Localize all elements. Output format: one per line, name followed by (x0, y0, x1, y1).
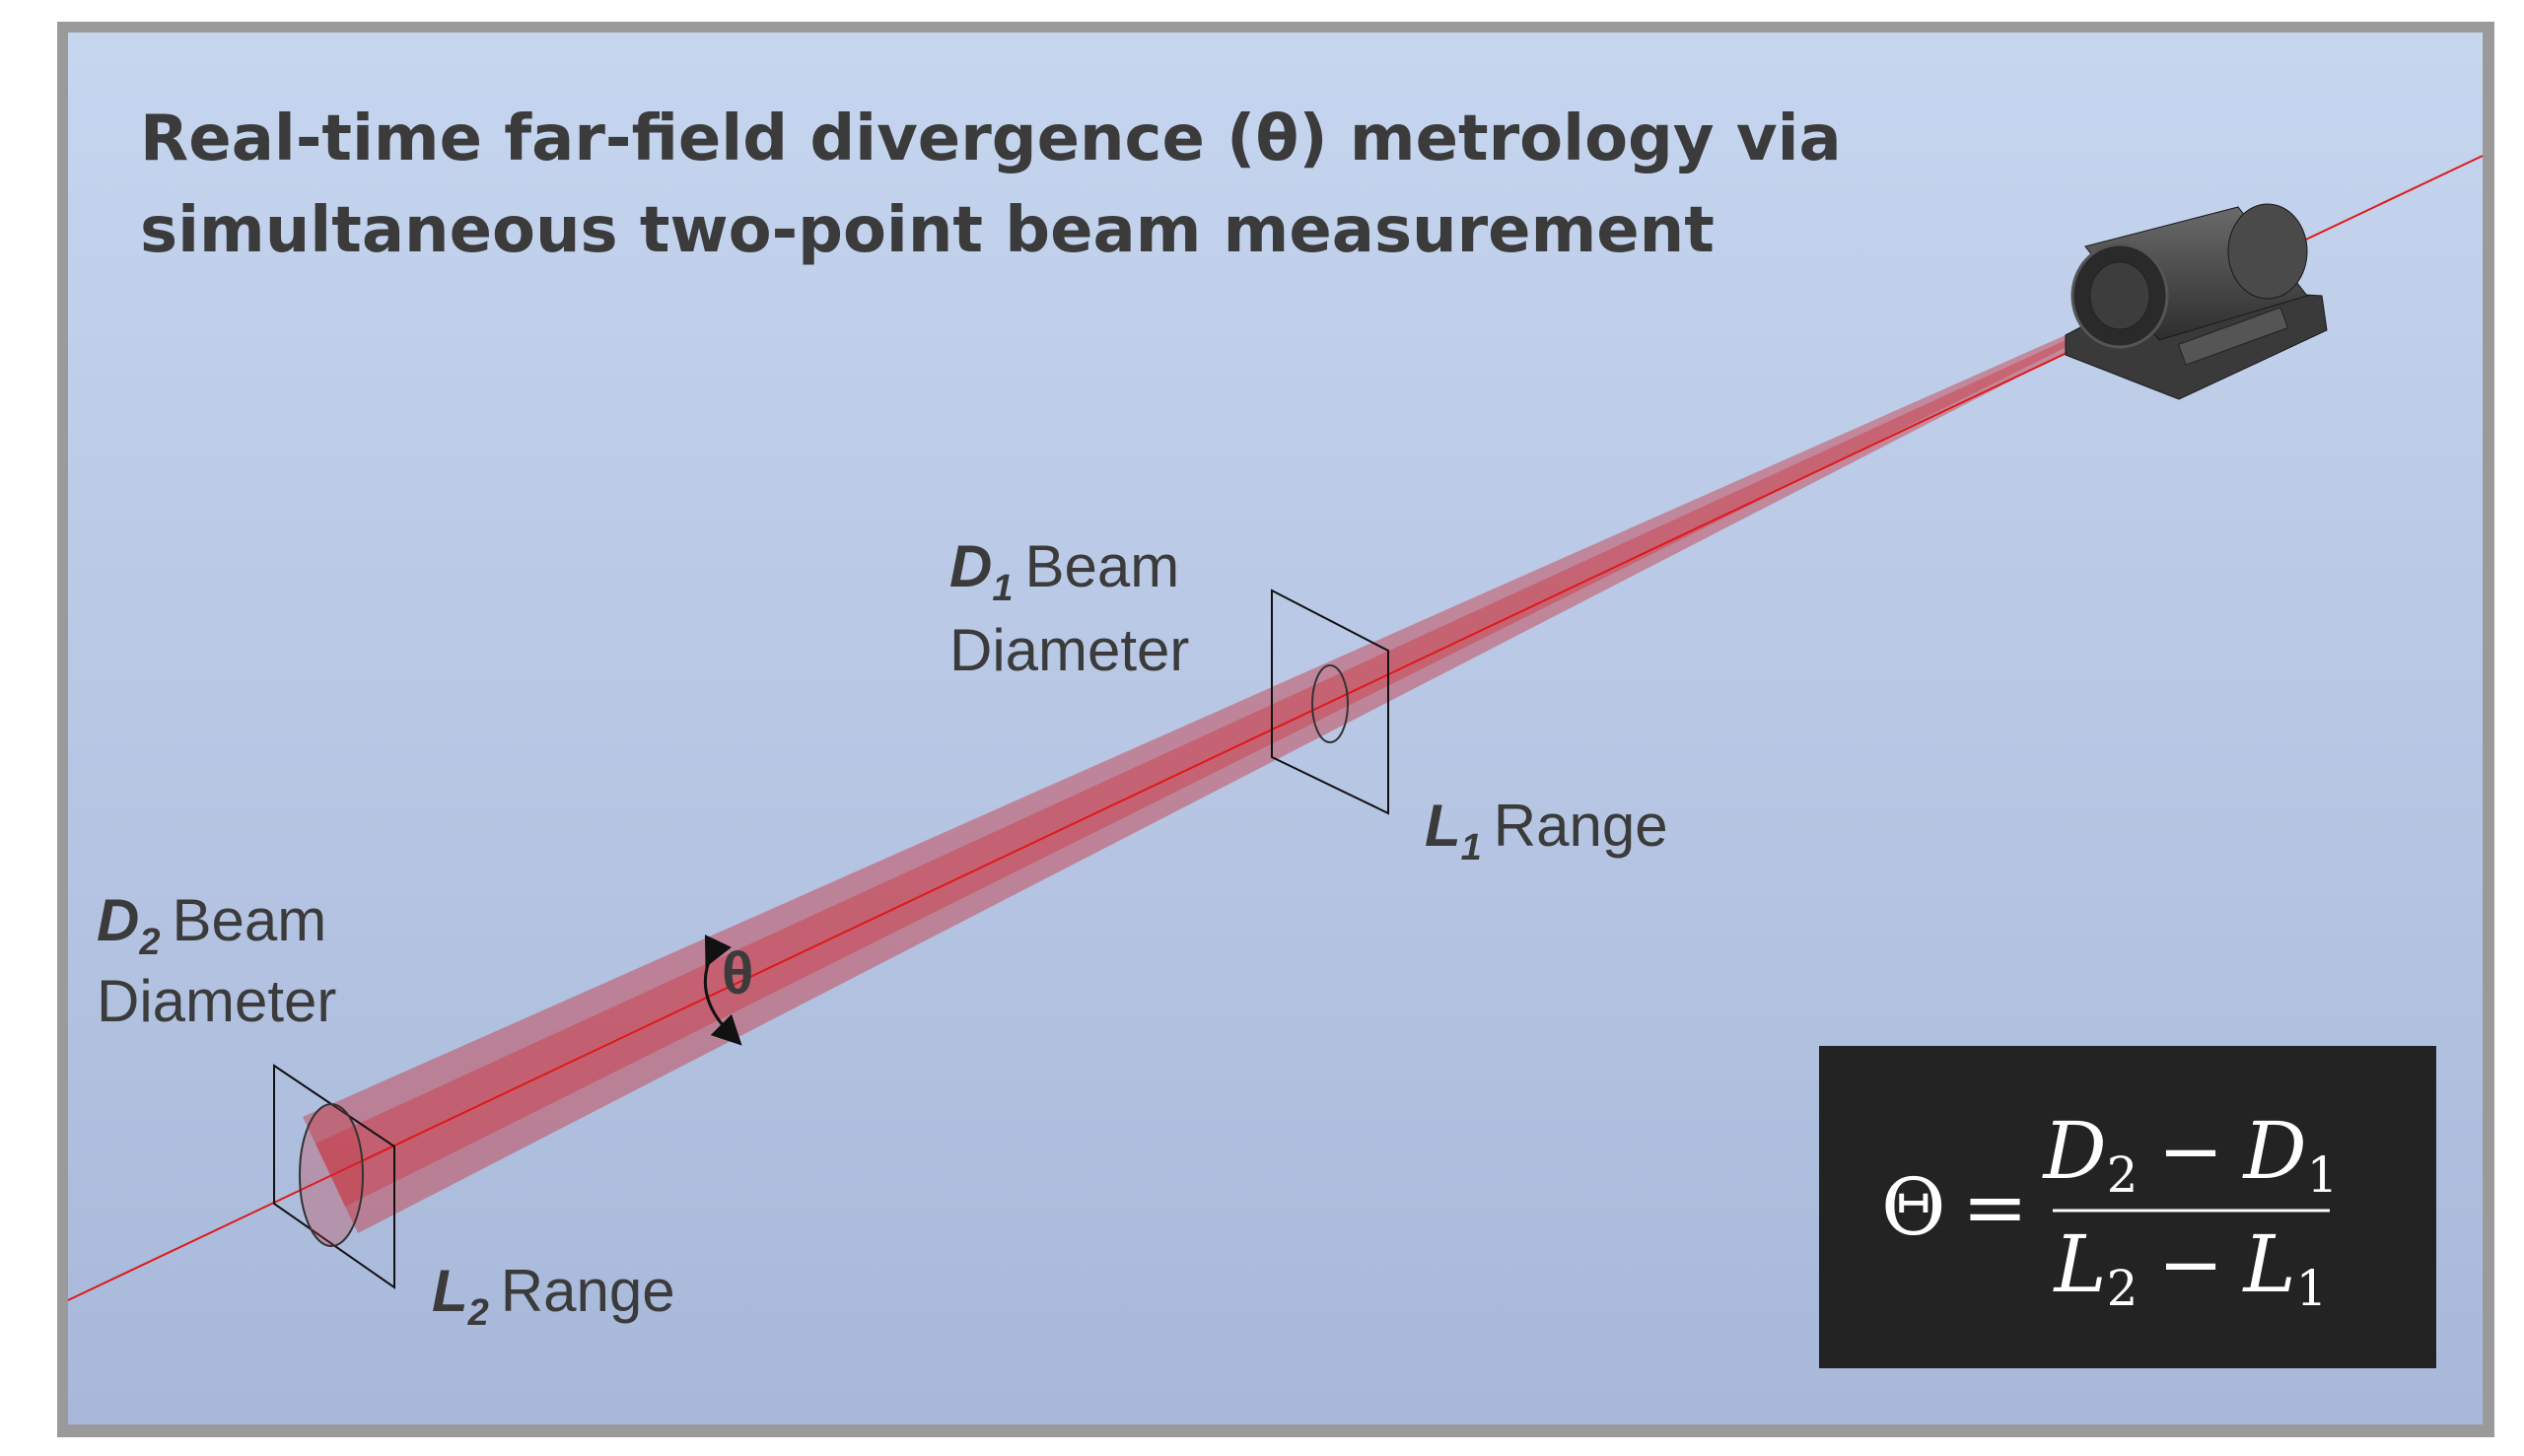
subscript: 2 (467, 1292, 489, 1334)
symbol: L (2053, 1218, 2107, 1310)
subscript: 2 (2107, 1146, 2138, 1204)
beam-core (316, 335, 2078, 1207)
formula-equals: = (1962, 1161, 2028, 1253)
numerator: D2− D1 (2042, 1105, 2339, 1204)
subscript: 1 (2296, 1260, 2328, 1317)
symbol: D (97, 887, 139, 953)
plane-2 (273, 1064, 395, 1289)
d2-label: D2 Beam (97, 887, 326, 963)
angle-arrow (703, 935, 742, 1046)
subscript: 1 (992, 568, 1013, 609)
title-line: simultaneous two-point beam measurement (140, 194, 1715, 267)
subscript: 2 (138, 922, 160, 963)
denominator: L2− L1 (2053, 1218, 2328, 1317)
symbol: L (2242, 1218, 2296, 1310)
word: Beam (1024, 533, 1179, 599)
formula-box (1819, 1046, 2436, 1368)
minus: − (2157, 1105, 2223, 1197)
symbol: L (432, 1258, 468, 1324)
subscript: 1 (2307, 1146, 2339, 1204)
l1-label: L1 Range (1425, 793, 1668, 868)
d2-label-line2: Diameter (97, 968, 336, 1034)
minus: − (2157, 1218, 2223, 1310)
l2-label: L2 Range (432, 1258, 675, 1334)
symbol: D (949, 533, 992, 599)
word: Range (501, 1258, 675, 1324)
subscript: 2 (2107, 1260, 2138, 1317)
subscript: 1 (1461, 827, 1482, 868)
beam-section-2 (299, 1103, 364, 1247)
title: Real-time far-field divergence (θ) metro… (140, 103, 1863, 267)
symbol: L (1425, 793, 1461, 859)
symbol: D (2042, 1105, 2107, 1197)
formula-lhs: Θ (1881, 1161, 1946, 1253)
angle-label: θ (722, 940, 753, 1006)
d1-label-line2: Diameter (949, 617, 1189, 683)
word: Range (1494, 793, 1668, 859)
d1-label: D1 Beam (949, 533, 1179, 609)
word: Beam (172, 887, 326, 953)
laser-device (2065, 203, 2328, 400)
beam-section-1 (1311, 664, 1349, 743)
plane-1 (1271, 589, 1389, 815)
symbol: D (2242, 1105, 2307, 1197)
title-line: Real-time far-field divergence (θ) metro… (140, 103, 1842, 175)
